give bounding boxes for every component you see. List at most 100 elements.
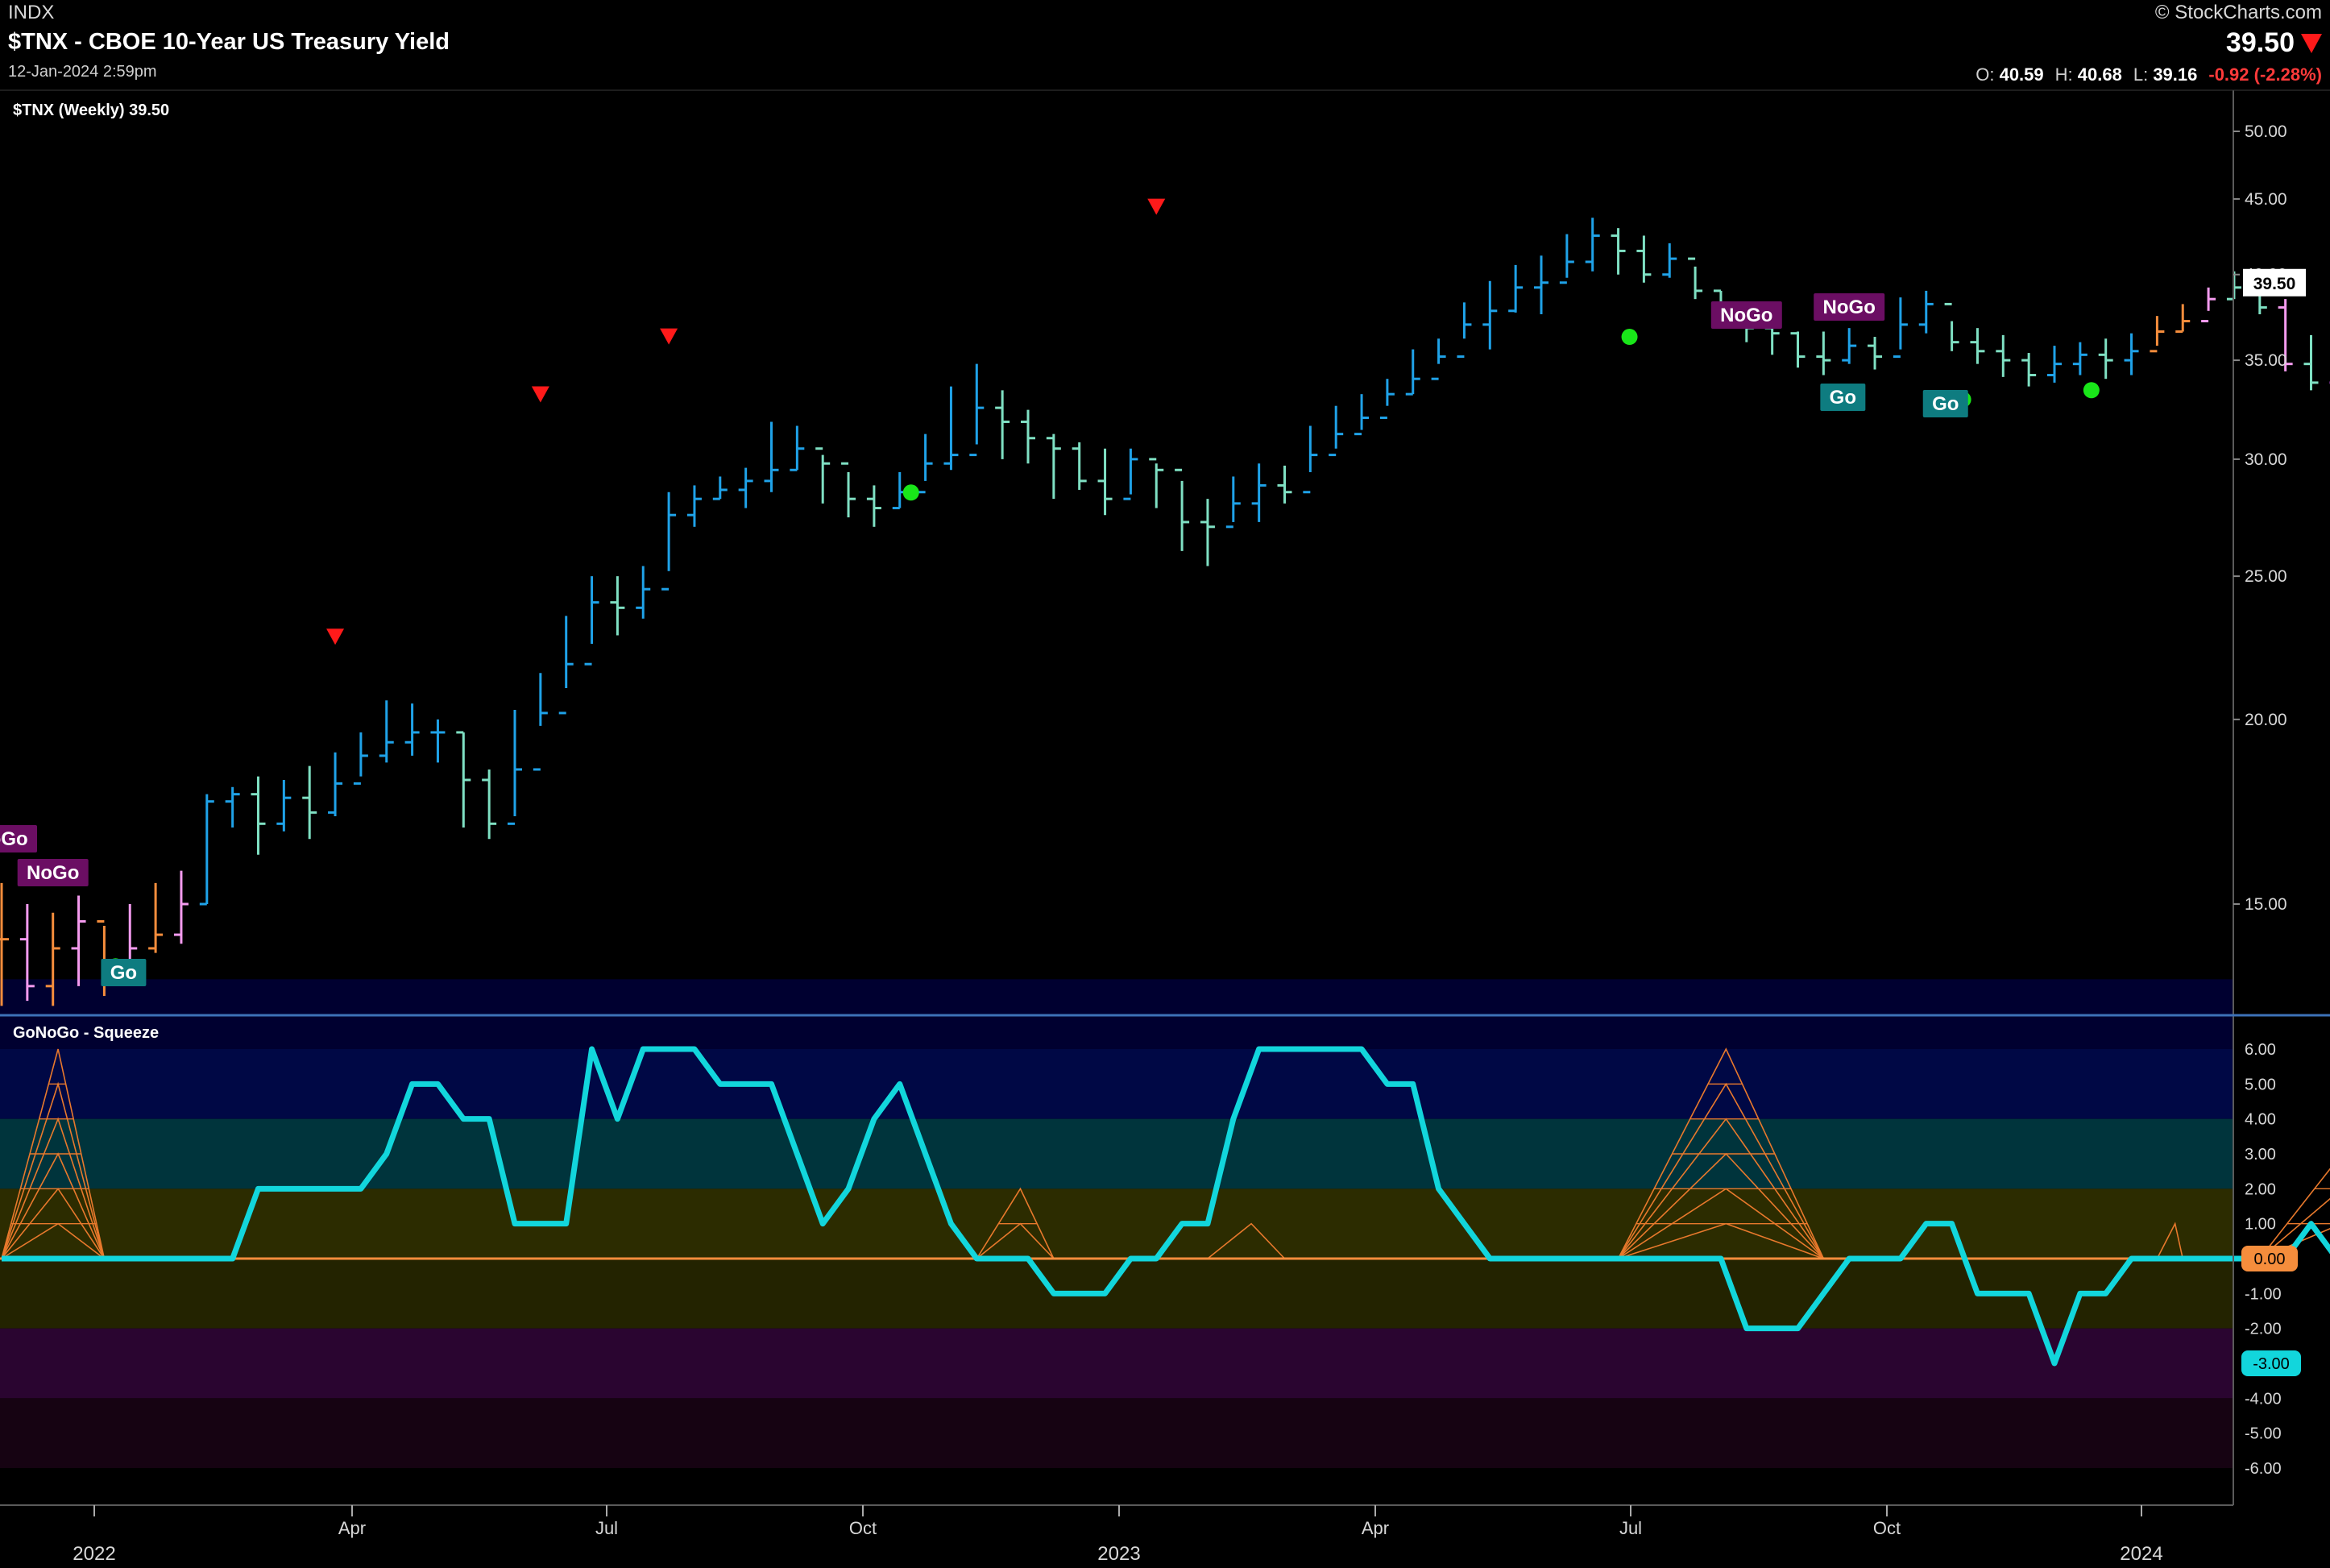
price-bar [199, 794, 214, 906]
open-value: 40.59 [1999, 64, 2044, 85]
nogo-label-box [1814, 293, 1885, 321]
price-tick-label: 15.00 [2245, 895, 2287, 914]
last-price-tag: 39.50 [2253, 275, 2296, 293]
price-bar [1868, 337, 1883, 370]
price-bar [1354, 394, 1370, 436]
price-bar [302, 765, 317, 840]
osc-band-5 [0, 1328, 2233, 1399]
price-bar [1790, 331, 1806, 368]
chart-title: $TNX - CBOE 10-Year US Treasury Yield [8, 29, 450, 55]
go-label-box [1820, 384, 1866, 411]
price-bar [738, 467, 753, 508]
x-tick-label: 2022 [73, 1543, 115, 1565]
price-bar [712, 476, 728, 500]
price-tick-label: 50.00 [2245, 122, 2287, 141]
open-label: O: [1976, 64, 1995, 85]
osc-tick-label: -1.00 [2245, 1285, 2282, 1303]
nogo-label: NoGo [0, 828, 28, 850]
osc-band-6 [0, 1398, 2233, 1468]
low-label: L: [2133, 64, 2149, 85]
go-label: Go [1932, 393, 1959, 415]
oscillator-series [2, 1046, 2330, 1367]
x-tick-label: 2023 [1097, 1543, 1140, 1565]
price-bar [584, 576, 599, 666]
price-y-axis: 50.0045.0040.0035.0030.0025.0020.0015.00… [2233, 122, 2306, 914]
brand-label[interactable]: © StockCharts.com [2154, 2, 2322, 23]
price-bar [1021, 409, 1035, 464]
price-bar [1303, 425, 1318, 494]
price-bar [379, 700, 394, 763]
price-bar [636, 566, 651, 619]
nogo-label: NoGo [1720, 305, 1772, 326]
high-value: 40.68 [2077, 64, 2122, 85]
green-dot-marker [2083, 382, 2100, 399]
price-bar [2201, 287, 2216, 323]
down-triangle-marker [1147, 198, 1166, 215]
price-bar [558, 616, 574, 715]
last-price-value: 39.50 [2225, 27, 2295, 58]
go-label-box [101, 959, 147, 986]
price-bar [2124, 333, 2139, 375]
price-bar [2278, 299, 2293, 371]
price-bar [943, 386, 959, 471]
squeeze-ladder-1-2 [976, 1187, 1055, 1259]
price-bar [1225, 476, 1241, 529]
zero-tag-box [2241, 1246, 2298, 1271]
price-bar [0, 882, 9, 1006]
price-bar [1893, 297, 1908, 359]
price-bar [1200, 499, 1215, 566]
price-bar [2175, 304, 2191, 333]
osc-band-4 [0, 1259, 2233, 1329]
osc-tick-label: -6.00 [2245, 1460, 2282, 1478]
osc-tick-label: 3.00 [2245, 1146, 2276, 1164]
green-dot-marker [902, 484, 919, 501]
price-bar [1097, 448, 1113, 516]
price-bar [1457, 302, 1472, 359]
price-bar [1585, 218, 1600, 272]
price-bar [1379, 379, 1395, 419]
low-value: 39.16 [2153, 64, 2198, 85]
nogo-label-box [17, 859, 89, 886]
oscillator-line [2, 1046, 2330, 1367]
price-bar [2047, 346, 2062, 383]
down-triangle-icon [2301, 33, 2322, 53]
price-bar [1149, 458, 1164, 508]
price-bar [251, 776, 266, 855]
x-axis: 2022 Apr Jul Oct 2023 Apr Jul Oct 2024 [73, 1505, 2163, 1565]
osc-last-tag: -3.00 [2253, 1355, 2290, 1373]
price-tick-label: 25.00 [2245, 567, 2287, 586]
osc-band-1 [0, 1049, 2233, 1119]
price-bar [610, 576, 625, 636]
down-triangle-marker [660, 328, 678, 345]
price-bar [1996, 334, 2011, 377]
osc-tick-label: 2.00 [2245, 1180, 2276, 1198]
down-triangle-marker [326, 628, 345, 645]
high-label: H: [2054, 64, 2073, 85]
price-bar [815, 447, 831, 504]
price-bar [353, 732, 368, 785]
price-bar [764, 421, 779, 492]
price-bar [866, 485, 881, 527]
osc-tick-label: 5.00 [2245, 1076, 2276, 1093]
price-bar [508, 709, 522, 825]
price-bar [790, 425, 805, 471]
x-tick-label: Apr [338, 1518, 366, 1538]
osc-tick-label: -4.00 [2245, 1390, 2282, 1408]
price-bar [1508, 264, 1524, 313]
price-bar [2303, 334, 2319, 391]
x-tick-label: 2024 [2120, 1543, 2162, 1565]
squeeze-ladder-2-1 [1207, 1222, 1286, 1259]
last-price-tag-box [2243, 268, 2306, 297]
nogo-label: NoGo [1823, 297, 1876, 318]
price-markers: GoGoGoNoGoNoGoNoGoNoGoNoGo [0, 198, 2100, 986]
nogo-label-box [1710, 301, 1782, 329]
change-value: -0.92 (-2.28%) [2208, 64, 2322, 85]
chart-datetime: 12-Jan-2024 2:59pm [8, 63, 157, 81]
price-bar [328, 752, 343, 816]
oscillator-y-axis: 6.00 5.00 4.00 3.00 2.00 1.00 -1.00 -2.00 -4.00 -… [2241, 1041, 2301, 1478]
price-bar [533, 673, 548, 771]
price-tick-label: 30.00 [2245, 450, 2287, 469]
price-bar [71, 895, 86, 986]
price-bar [1534, 255, 1548, 315]
